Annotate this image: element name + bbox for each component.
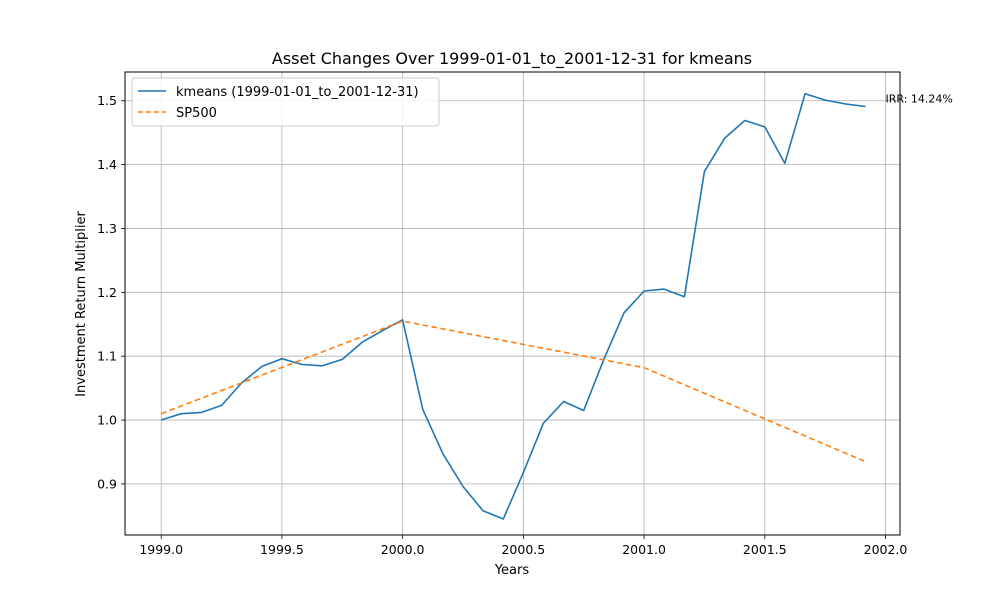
series-layer [160,92,866,520]
y-axis-label: Investment Return Multiplier [74,211,89,397]
grid [125,72,900,535]
legend-label-sp500: SP500 [176,106,217,121]
y-tick-label: 1.5 [97,93,117,108]
y-tick-label: 1.0 [97,413,117,428]
x-tick-label: 1999.0 [139,542,183,557]
x-tick-label: 2000.0 [381,542,425,557]
x-tick-label: 2001.0 [622,542,666,557]
x-tick-label: 2002.0 [864,542,908,557]
plot-frame [124,71,901,536]
legend-box [131,77,440,127]
chart-title: Asset Changes Over 1999-01-01_to_2001-12… [272,49,752,69]
legend: kmeans (1999-01-01_to_2001-12-31) SP500 [131,77,440,127]
series-line-kmeans [160,92,866,520]
y-tick-label: 1.3 [97,221,117,236]
y-tick-label: 1.1 [97,349,117,364]
y-tick-label: 1.4 [97,157,117,172]
y-axis: 0.9 1.0 1.1 1.2 1.3 1.4 1.5 [97,93,125,491]
series-line-sp500 [160,320,866,463]
x-tick-label: 2001.5 [743,542,787,557]
x-tick-label: 2000.5 [501,542,545,557]
irr-annotation: IRR: 14.24% [886,93,953,106]
x-tick-label: 1999.5 [260,542,304,557]
y-tick-label: 1.2 [97,285,117,300]
x-axis: 1999.0 1999.5 2000.0 2000.5 2001.0 2001.5 2002… [139,535,907,557]
x-axis-label: Years [494,563,530,578]
y-tick-label: 0.9 [97,476,117,491]
legend-label-kmeans: kmeans (1999-01-01_to_2001-12-31) [176,85,419,100]
